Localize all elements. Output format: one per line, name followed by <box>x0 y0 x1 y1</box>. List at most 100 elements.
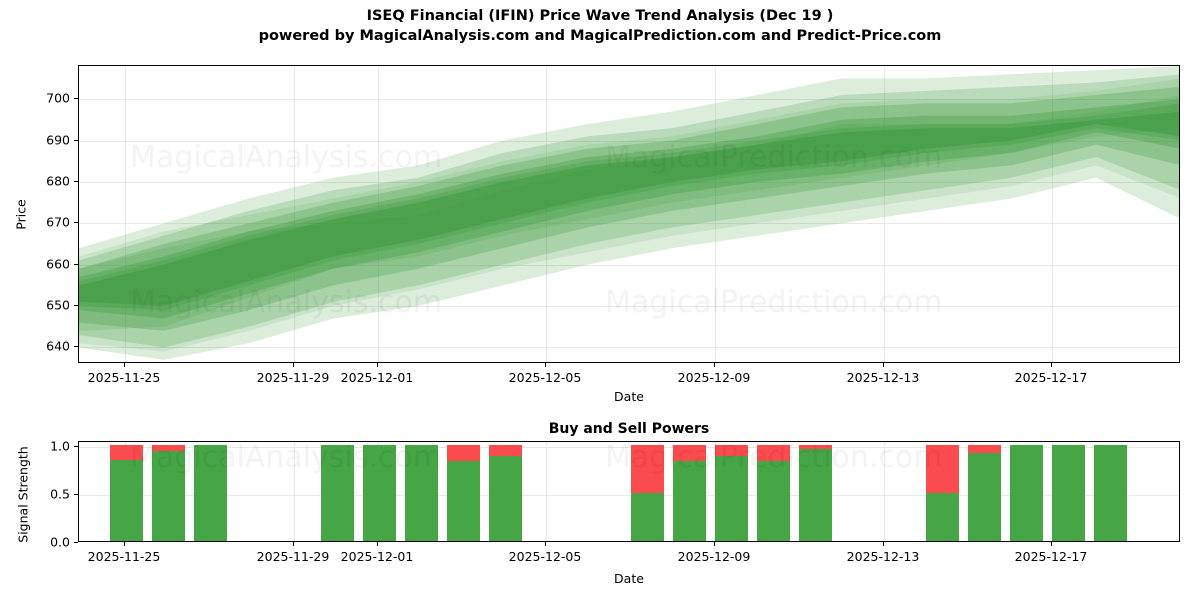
price-wave-xtick-label: 2025-12-09 <box>677 370 751 385</box>
price-wave-band-5 <box>79 111 1179 307</box>
buy-sell-gridline-h <box>79 446 1179 448</box>
buy-sell-bar[interactable] <box>321 444 354 541</box>
buy-sell-y-axis-label: Signal Strength <box>15 446 31 543</box>
price-wave-xtick-label: 2025-12-05 <box>508 370 582 385</box>
price-wave-xtick-mark <box>1051 363 1052 367</box>
price-wave-overlay-band-2 <box>79 78 1179 352</box>
price-wave-overlay-band-3 <box>79 103 1179 311</box>
price-wave-ytick-mark <box>74 346 78 348</box>
buy-sell-bar[interactable] <box>673 444 706 541</box>
price-wave-bands <box>79 66 1179 360</box>
page-title: ISEQ Financial (IFIN) Price Wave Trend A… <box>366 8 834 24</box>
buy-power-segment <box>757 461 790 541</box>
price-wave-x-axis-label: Date <box>614 389 644 404</box>
buy-power-segment <box>1094 444 1127 541</box>
price-wave-ytick-mark <box>74 263 78 265</box>
price-wave-gridline-v <box>294 66 295 362</box>
sell-power-segment <box>799 444 832 449</box>
sell-power-segment <box>489 444 522 457</box>
price-wave-xtick-mark <box>883 363 884 367</box>
figure-title-block: ISEQ Financial (IFIN) Price Wave Trend A… <box>0 6 1200 46</box>
buy-sell-ytick-label: 0.5 <box>50 486 70 502</box>
price-wave-xtick-mark <box>293 363 294 367</box>
price-wave-gridline-h <box>79 223 1179 225</box>
price-wave-gridline-h <box>79 306 1179 308</box>
buy-sell-powers-title: Buy and Sell Powers <box>548 421 710 437</box>
price-wave-ytick-label: 680 <box>46 173 70 189</box>
price-wave-ytick-mark <box>74 139 78 141</box>
buy-sell-bar[interactable] <box>1094 444 1127 541</box>
price-wave-gridline-v <box>125 66 126 362</box>
page-subtitle: powered by MagicalAnalysis.com and Magic… <box>258 28 942 44</box>
price-wave-plot-area <box>79 66 1179 362</box>
price-wave-gridline-h <box>79 140 1179 142</box>
buy-sell-bar[interactable] <box>1010 444 1043 541</box>
buy-sell-xtick-label: 2025-11-29 <box>256 549 330 564</box>
buy-power-segment <box>631 492 664 541</box>
buy-sell-xtick-mark <box>124 542 125 546</box>
buy-sell-bar[interactable] <box>489 444 522 541</box>
price-wave-ytick-label: 690 <box>46 132 70 147</box>
sell-power-segment <box>673 444 706 462</box>
price-wave-ytick-mark <box>74 98 78 100</box>
price-wave-gridline-v <box>884 66 885 362</box>
price-wave-xtick-mark <box>377 363 378 367</box>
price-wave-gridline-v <box>546 66 547 362</box>
buy-sell-ytick-mark <box>74 493 78 495</box>
price-wave-xtick-mark <box>124 363 125 367</box>
buy-sell-bar[interactable] <box>757 444 790 541</box>
buy-sell-xtick-label: 2025-11-25 <box>87 549 161 564</box>
buy-power-segment <box>1052 444 1085 541</box>
buy-sell-bar[interactable] <box>447 444 480 541</box>
buy-sell-xtick-label: 2025-12-13 <box>846 549 920 564</box>
buy-sell-gridline-v <box>294 442 295 541</box>
sell-power-segment <box>926 444 959 493</box>
buy-power-segment <box>194 444 227 541</box>
price-wave-gridline-h <box>79 347 1179 349</box>
price-wave-ytick-label: 660 <box>46 256 70 272</box>
buy-sell-bar[interactable] <box>152 444 185 541</box>
price-wave-xtick-mark <box>545 363 546 367</box>
price-wave-xtick-label: 2025-11-29 <box>256 370 330 385</box>
buy-sell-bar[interactable] <box>715 444 748 541</box>
buy-sell-ytick-mark <box>74 445 78 447</box>
buy-power-segment <box>363 444 396 541</box>
price-wave-ytick-label: 650 <box>46 297 70 313</box>
buy-sell-bar[interactable] <box>194 444 227 541</box>
buy-sell-bar[interactable] <box>110 444 143 541</box>
buy-sell-xtick-label: 2025-12-17 <box>1014 549 1088 564</box>
price-wave-ytick-label: 700 <box>46 90 70 106</box>
price-wave-chart <box>78 65 1180 363</box>
buy-sell-xtick-mark <box>883 542 884 546</box>
price-wave-ytick-mark <box>74 222 78 224</box>
price-wave-xtick-label: 2025-11-25 <box>87 370 161 385</box>
buy-power-segment <box>799 448 832 541</box>
buy-power-segment <box>715 456 748 541</box>
buy-sell-bar[interactable] <box>363 444 396 541</box>
buy-sell-gridline-v <box>884 442 885 541</box>
buy-sell-bar[interactable] <box>799 444 832 541</box>
buy-sell-xtick-mark <box>545 542 546 546</box>
buy-sell-bar[interactable] <box>968 444 1001 541</box>
price-wave-xtick-label: 2025-12-13 <box>846 370 920 385</box>
sell-power-segment <box>110 444 143 461</box>
buy-sell-gridline-h <box>79 494 1179 496</box>
buy-sell-bar[interactable] <box>926 444 959 541</box>
buy-sell-gridline-v <box>546 442 547 541</box>
buy-power-segment <box>926 492 959 541</box>
buy-power-segment <box>1010 444 1043 541</box>
price-wave-ytick-mark <box>74 180 78 182</box>
buy-sell-x-axis-label: Date <box>614 571 644 586</box>
buy-sell-bar[interactable] <box>631 444 664 541</box>
price-wave-gridline-v <box>1052 66 1053 362</box>
buy-sell-powers-chart <box>78 441 1180 542</box>
buy-power-segment <box>673 461 706 541</box>
price-wave-y-axis-label: Price <box>13 199 29 230</box>
buy-sell-xtick-mark <box>293 542 294 546</box>
buy-sell-bar[interactable] <box>1052 444 1085 541</box>
price-wave-ytick-mark <box>74 305 78 307</box>
buy-power-segment <box>968 452 1001 541</box>
buy-sell-bar[interactable] <box>405 444 438 541</box>
buy-power-segment <box>489 456 522 541</box>
